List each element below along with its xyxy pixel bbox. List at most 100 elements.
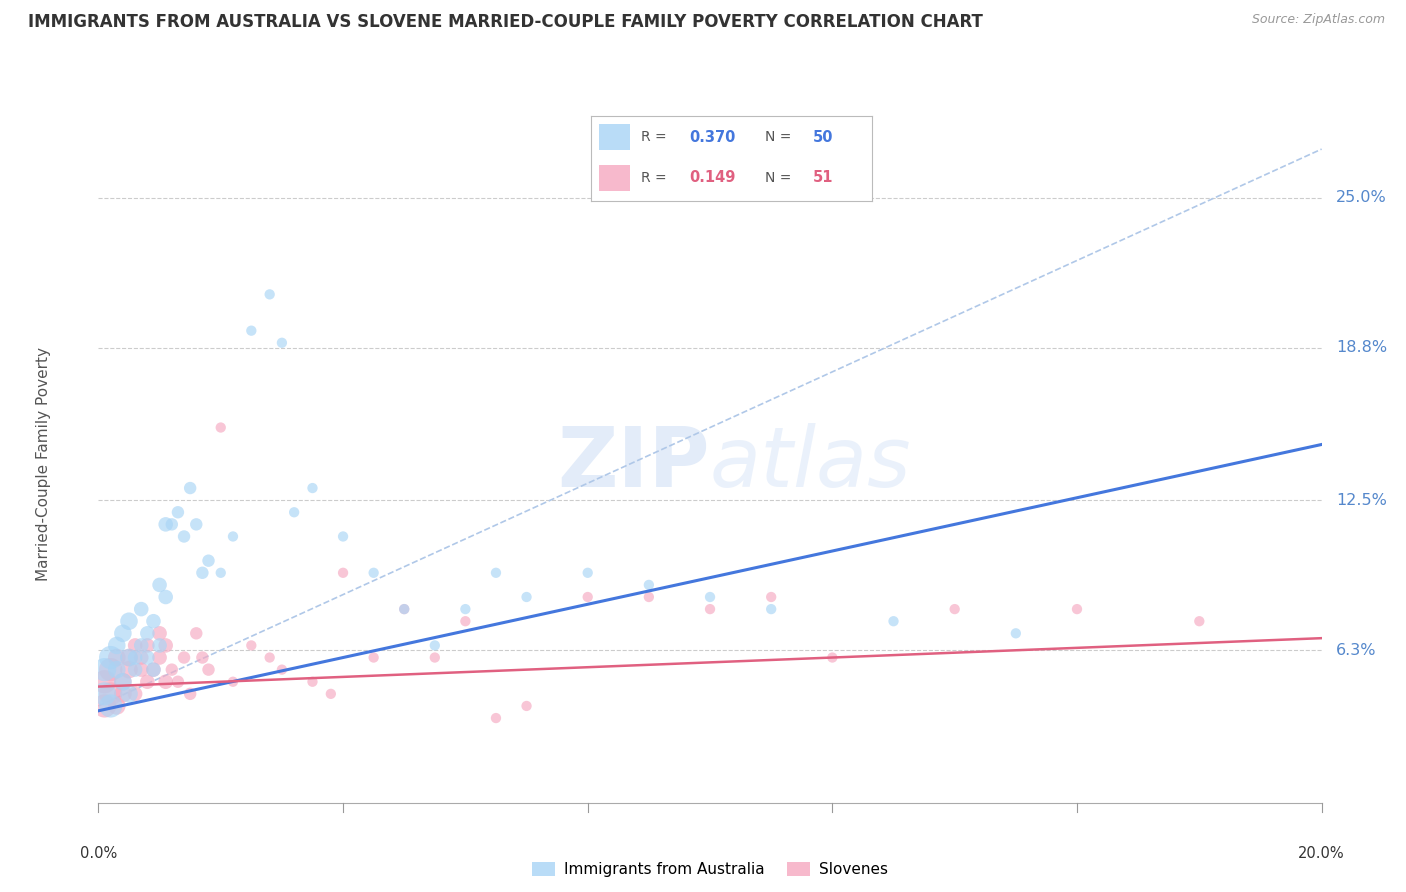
Point xyxy=(883,614,905,628)
Text: 50: 50 xyxy=(813,129,834,145)
Point xyxy=(240,324,263,338)
Point xyxy=(155,517,177,532)
Text: 0.149: 0.149 xyxy=(689,170,735,186)
Point xyxy=(160,517,183,532)
Text: IMMIGRANTS FROM AUSTRALIA VS SLOVENE MARRIED-COUPLE FAMILY POVERTY CORRELATION C: IMMIGRANTS FROM AUSTRALIA VS SLOVENE MAR… xyxy=(28,13,983,31)
Point xyxy=(142,614,165,628)
Text: 51: 51 xyxy=(813,170,834,186)
Point xyxy=(454,602,477,616)
Point xyxy=(173,650,195,665)
Point xyxy=(111,674,134,689)
Point xyxy=(301,481,323,495)
Text: R =: R = xyxy=(641,130,671,145)
Point xyxy=(821,650,844,665)
Point xyxy=(363,566,385,580)
Point xyxy=(100,698,122,713)
Point xyxy=(136,639,159,653)
Point xyxy=(136,674,159,689)
Point xyxy=(759,590,782,604)
Point xyxy=(259,650,281,665)
Point xyxy=(270,335,292,350)
Point xyxy=(423,639,446,653)
Point xyxy=(167,505,190,519)
Point xyxy=(129,663,152,677)
Point xyxy=(118,650,141,665)
Point xyxy=(142,663,165,677)
Point xyxy=(105,639,128,653)
Point xyxy=(363,650,385,665)
Point xyxy=(93,698,115,713)
Text: 0.370: 0.370 xyxy=(689,129,735,145)
Bar xyxy=(599,165,630,191)
Point xyxy=(111,674,134,689)
Point xyxy=(149,639,172,653)
Point xyxy=(332,529,354,543)
Point xyxy=(423,650,446,665)
Point xyxy=(100,650,122,665)
Point xyxy=(516,698,538,713)
Point xyxy=(129,602,152,616)
Point xyxy=(124,650,146,665)
Point xyxy=(100,687,122,701)
Point xyxy=(142,663,165,677)
Point xyxy=(136,650,159,665)
Point xyxy=(222,674,245,689)
Point xyxy=(179,687,201,701)
Point xyxy=(111,626,134,640)
Legend: Immigrants from Australia, Slovenes: Immigrants from Australia, Slovenes xyxy=(526,856,894,883)
Point xyxy=(93,674,115,689)
Point xyxy=(155,590,177,604)
Point xyxy=(186,517,208,532)
Point xyxy=(118,650,141,665)
Text: Married-Couple Family Poverty: Married-Couple Family Poverty xyxy=(37,347,51,581)
Point xyxy=(118,663,141,677)
Point xyxy=(209,420,232,434)
Text: ZIP: ZIP xyxy=(558,424,710,504)
Point xyxy=(392,602,416,616)
Point xyxy=(186,626,208,640)
Text: 20.0%: 20.0% xyxy=(1298,847,1346,862)
Point xyxy=(149,626,172,640)
Point xyxy=(124,687,146,701)
Point xyxy=(332,566,354,580)
Point xyxy=(105,663,128,677)
Text: 6.3%: 6.3% xyxy=(1336,643,1376,657)
Bar xyxy=(599,125,630,150)
Text: 18.8%: 18.8% xyxy=(1336,340,1388,355)
Point xyxy=(93,663,115,677)
Point xyxy=(155,674,177,689)
Point xyxy=(129,650,152,665)
Point xyxy=(576,566,599,580)
Point xyxy=(637,590,661,604)
Text: R =: R = xyxy=(641,171,671,185)
Point xyxy=(209,566,232,580)
Point xyxy=(118,614,141,628)
Point xyxy=(699,590,721,604)
Point xyxy=(173,529,195,543)
Point xyxy=(149,578,172,592)
Text: N =: N = xyxy=(765,130,796,145)
Point xyxy=(637,578,661,592)
Point xyxy=(240,639,263,653)
Point xyxy=(1188,614,1211,628)
Point xyxy=(259,287,281,301)
Point xyxy=(283,505,305,519)
Point xyxy=(301,674,323,689)
Text: 25.0%: 25.0% xyxy=(1336,190,1388,205)
Point xyxy=(179,481,201,495)
Point xyxy=(167,674,190,689)
Point xyxy=(1066,602,1088,616)
Point xyxy=(392,602,416,616)
Point xyxy=(93,687,115,701)
Point xyxy=(160,663,183,677)
Point xyxy=(1004,626,1026,640)
Point xyxy=(699,602,721,616)
Point xyxy=(129,639,152,653)
Point xyxy=(270,663,292,677)
Text: 0.0%: 0.0% xyxy=(80,847,117,862)
Point xyxy=(319,687,342,701)
Point xyxy=(485,711,508,725)
Point xyxy=(136,626,159,640)
Point xyxy=(124,663,146,677)
Point xyxy=(191,650,214,665)
